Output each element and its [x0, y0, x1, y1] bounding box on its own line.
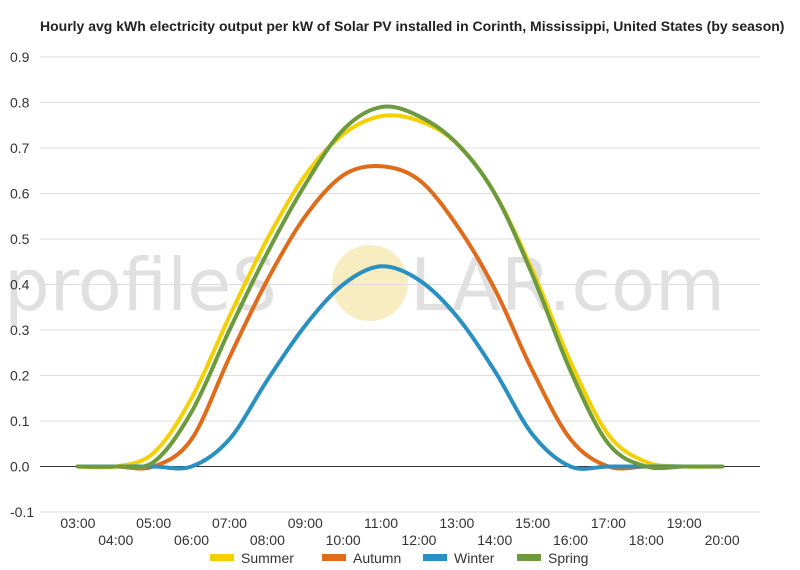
legend-item-winter: Winter — [423, 550, 495, 566]
y-tick-label: -0.1 — [10, 504, 34, 520]
chart-title: Hourly avg kWh electricity output per kW… — [40, 18, 785, 34]
y-tick-label: 0.7 — [10, 140, 30, 156]
x-tick-label: 11:00 — [364, 515, 398, 531]
x-tick-label: 17:00 — [591, 515, 626, 531]
y-tick-label: 0.8 — [10, 95, 30, 111]
x-tick-label: 14:00 — [477, 532, 512, 548]
legend-swatch — [210, 554, 234, 561]
legend-swatch — [423, 554, 447, 561]
x-tick-label: 09:00 — [288, 515, 323, 531]
x-tick-label: 03:00 — [60, 515, 95, 531]
x-tick-label: 07:00 — [212, 515, 247, 531]
series-line-summer — [75, 113, 725, 470]
legend-swatch — [322, 554, 346, 561]
x-tick-label: 19:00 — [667, 515, 702, 531]
x-tick-label: 20:00 — [705, 532, 740, 548]
x-tick-label: 10:00 — [326, 532, 361, 548]
y-axis: -0.1 0.0 0.1 0.2 0.3 0.4 0.5 0.6 0.7 0.8 0.9 — [10, 49, 34, 520]
y-tick-label: 0.3 — [10, 322, 30, 338]
y-tick-label: 0.5 — [10, 231, 30, 247]
y-tick-label: 0.0 — [10, 459, 30, 475]
x-tick-label: 08:00 — [250, 532, 285, 548]
x-tick-label: 04:00 — [98, 532, 133, 548]
x-tick-label: 18:00 — [629, 532, 664, 548]
legend-label: Spring — [548, 550, 588, 566]
y-tick-label: 0.1 — [10, 413, 30, 429]
legend-label: Summer — [241, 550, 294, 566]
y-tick-label: 0.6 — [10, 186, 30, 202]
x-tick-label: 05:00 — [136, 515, 171, 531]
x-tick-label: 13:00 — [439, 515, 474, 531]
legend: Summer Autumn Winter Spring — [210, 550, 588, 566]
gridlines — [40, 56, 760, 513]
y-tick-label: 0.9 — [10, 49, 30, 65]
legend-item-summer: Summer — [210, 550, 294, 566]
legend-label: Winter — [454, 550, 495, 566]
x-axis: 03:00 05:00 07:00 09:00 11:00 13:00 15:00 17:00… — [60, 515, 739, 548]
x-tick-label: 15:00 — [515, 515, 550, 531]
x-tick-label: 12:00 — [401, 532, 436, 548]
series-lines — [75, 104, 725, 471]
x-tick-label: 16:00 — [553, 532, 588, 548]
series-line-winter — [75, 264, 725, 471]
y-tick-label: 0.4 — [10, 277, 30, 293]
legend-item-spring: Spring — [517, 550, 588, 566]
legend-swatch — [517, 554, 541, 561]
legend-item-autumn: Autumn — [322, 550, 401, 566]
y-tick-label: 0.2 — [10, 368, 30, 384]
x-tick-label: 06:00 — [174, 532, 209, 548]
legend-label: Autumn — [353, 550, 401, 566]
watermark-sun — [332, 245, 408, 321]
series-line-spring — [75, 104, 725, 471]
